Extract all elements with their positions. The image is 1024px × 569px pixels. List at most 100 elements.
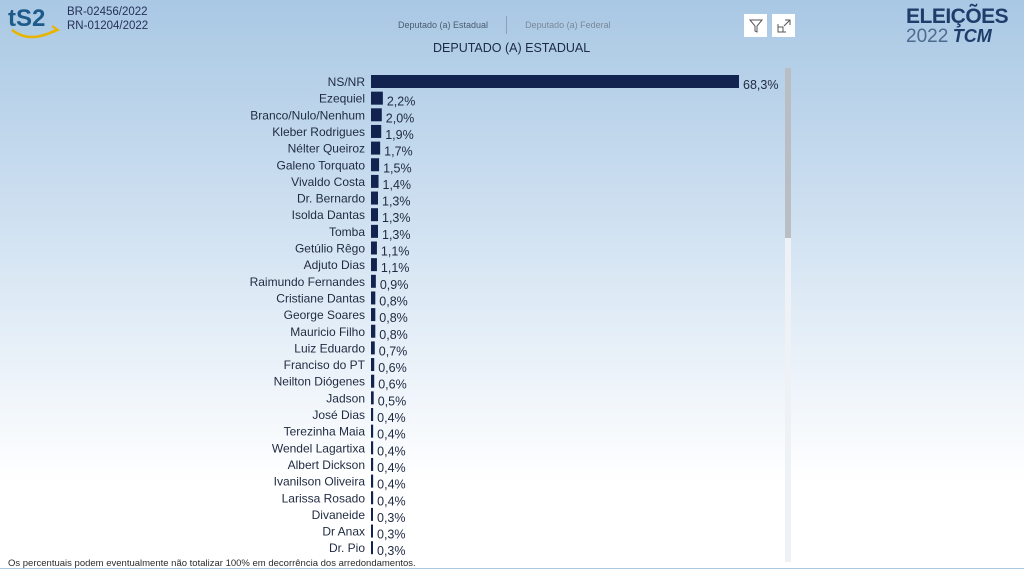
data-label: 0,4% [377,461,406,475]
data-label: 0,6% [378,361,407,375]
bar[interactable] [371,291,376,305]
data-label: 1,9% [385,128,414,142]
code-rn: RN-01204/2022 [67,20,149,32]
bar[interactable] [371,374,375,388]
data-label: 0,3% [377,528,406,542]
bar[interactable] [371,524,373,538]
bar[interactable] [371,358,375,372]
category-label: Wendel Lagartixa [272,441,365,455]
data-label: 0,4% [377,494,406,508]
category-label: Vivaldo Costa [291,175,365,189]
category-label: Divaneide [312,508,366,522]
tab-federal[interactable]: Deputado (a) Federal [525,20,611,30]
bar[interactable] [371,408,374,421]
category-label: Ivanilson Oliveira [274,475,366,489]
category-label: Galeno Torquato [276,158,365,172]
data-label: 1,7% [384,145,413,159]
expand-button[interactable] [772,14,795,37]
bar[interactable] [371,91,383,105]
data-label: 1,4% [383,178,412,192]
category-label: NS/NR [328,75,366,89]
bar[interactable] [371,391,374,405]
data-label: 0,3% [377,511,406,525]
tab-estadual[interactable]: Deputado (a) Estadual [398,20,489,30]
data-label: 0,9% [380,278,409,292]
bar[interactable] [371,324,376,338]
data-label: 0,5% [378,394,407,408]
data-label: 0,4% [377,428,406,442]
category-label: George Soares [284,308,365,322]
scrollbar-thumb[interactable] [785,68,791,238]
brand-year: 2022 [906,26,949,47]
category-label: Getúlio Rêgo [295,242,365,256]
category-label: Cristiane Dantas [276,291,365,305]
chart-title: DEPUTADO (A) ESTADUAL [433,41,591,55]
chart-scrollbar[interactable] [785,68,791,562]
bar[interactable] [371,491,374,505]
data-label: 0,8% [379,294,408,308]
category-label: Dr. Pio [329,541,365,555]
bar[interactable] [371,457,374,471]
category-label: Albert Dickson [288,458,365,472]
data-label: 1,5% [383,161,412,175]
bar[interactable] [371,108,382,122]
category-label: Larissa Rosado [282,491,366,505]
bar[interactable] [371,75,739,88]
bar[interactable] [371,158,380,172]
category-label: José Dias [312,408,365,422]
category-label: Ezequiel [319,92,365,106]
category-label: Kleber Rodrigues [272,125,365,139]
bar[interactable] [371,441,374,455]
data-label: 0,3% [377,544,406,558]
tab-bar: Deputado (a) Estadual Deputado (a) Feder… [398,16,611,34]
data-label: 1,3% [382,228,411,242]
data-label: 2,0% [386,111,415,125]
tab-divider [506,16,508,34]
filter-button[interactable] [744,14,767,37]
category-label: Franciso do PT [284,358,366,372]
data-label: 1,3% [382,195,411,209]
expand-icon [777,19,790,32]
eleicoes-tcm-logo: ELEIÇÕES 2022 TCM [906,5,1009,47]
brand-title: ELEIÇÕES [906,5,1009,28]
category-label: Branco/Nulo/Nenhum [250,108,365,122]
bar[interactable] [371,124,382,138]
category-label: Neilton Diógenes [274,375,365,389]
bar[interactable] [371,474,374,488]
category-label: Adjuto Dias [304,258,365,272]
data-label: 0,6% [378,378,407,392]
bar[interactable] [371,174,379,188]
bar[interactable] [371,241,377,255]
data-label: 68,3% [743,78,778,92]
bar[interactable] [371,258,377,272]
category-label: Tomba [329,225,365,239]
bar[interactable] [371,424,374,438]
bar[interactable] [371,507,373,521]
data-label: 0,8% [379,328,408,342]
data-label: 1,3% [382,211,411,225]
bar[interactable] [371,224,379,238]
data-label: 2,2% [387,95,416,109]
brand-tcm: TCM [952,26,992,46]
bar[interactable] [371,141,381,155]
category-label: Luiz Eduardo [294,341,365,355]
data-label: 0,4% [377,478,406,492]
category-label: Mauricio Filho [290,325,365,339]
data-label: 0,4% [377,411,406,425]
category-label: Dr Anax [322,525,365,539]
data-label: 0,4% [377,444,406,458]
category-label: Raimundo Fernandes [250,275,365,289]
registration-codes: BR-02456/2022 RN-01204/2022 [67,5,148,33]
bar[interactable] [371,274,376,288]
bar[interactable] [371,541,373,555]
data-label: 1,1% [381,245,410,259]
category-label: Isolda Dantas [292,208,365,222]
filter-icon [748,19,763,33]
bar[interactable] [371,208,379,222]
category-label: Terezinha Maia [284,425,366,439]
svg-text:tS2: tS2 [8,5,45,32]
bar[interactable] [371,308,376,322]
bar[interactable] [371,191,379,205]
bar[interactable] [371,341,375,355]
